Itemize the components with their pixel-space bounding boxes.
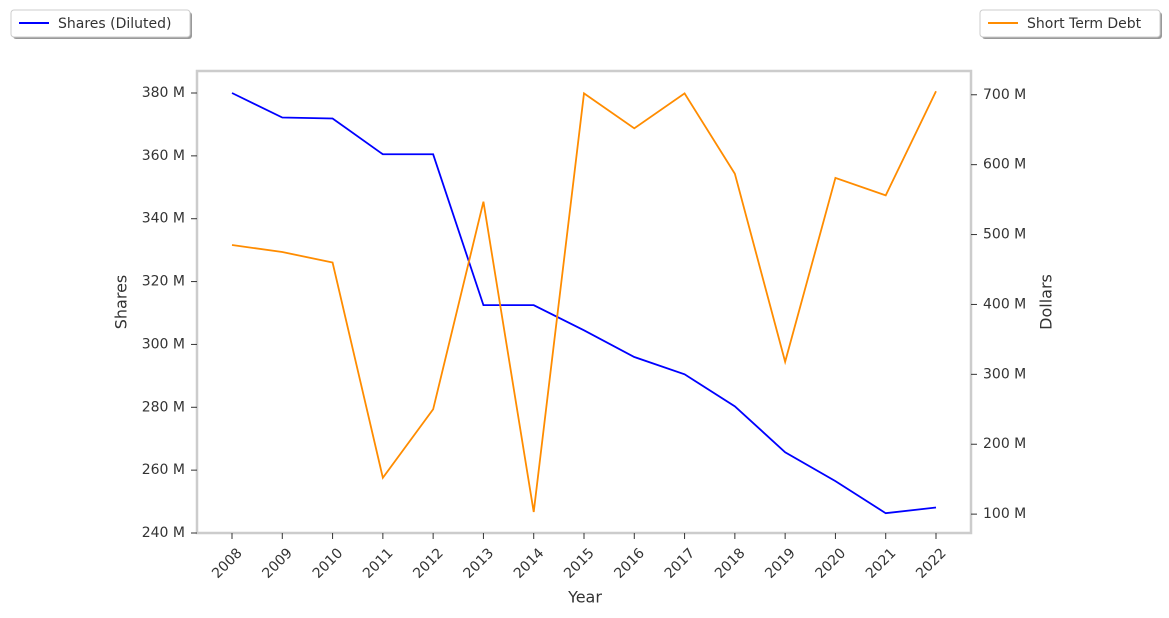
legend: Short Term Debt [979, 9, 1162, 39]
y2-tick-label: 300 M [983, 366, 1026, 382]
legend-box [10, 9, 191, 38]
x-tick-label: 2017 [662, 545, 699, 582]
y-tick-label: 360 M [142, 148, 185, 164]
y2-tick-label: 500 M [983, 227, 1026, 243]
x-tick-label: 2013 [461, 545, 498, 582]
x-tick-label: 2010 [310, 545, 347, 582]
legend-label: Short Term Debt [1027, 16, 1142, 32]
legend-box [979, 9, 1161, 38]
series-line [231, 92, 937, 515]
x-tick-label: 2008 [209, 545, 246, 582]
x-tick-label: 2020 [813, 545, 850, 582]
y2-tick-label: 100 M [983, 506, 1026, 522]
y-tick-label: 260 M [142, 462, 185, 478]
plot-frame [195, 69, 973, 535]
y2-tick-label: 400 M [983, 296, 1026, 312]
x-tick-label: 2011 [360, 545, 397, 582]
legend-label: Shares (Diluted) [58, 16, 172, 32]
y2-axis-label: Dollars [1037, 274, 1056, 330]
x-tick-label: 2018 [712, 545, 749, 582]
y2-tick-label: 700 M [983, 87, 1026, 103]
y2-tick-label: 600 M [983, 157, 1026, 173]
x-tick-label: 2022 [913, 545, 950, 582]
x-tick-label: 2014 [511, 545, 548, 582]
y-tick-label: 340 M [142, 211, 185, 227]
y-tick-label: 320 M [142, 274, 185, 290]
y-tick-label: 240 M [142, 525, 185, 541]
y2-tick-label: 200 M [983, 436, 1026, 452]
y-tick-label: 300 M [142, 336, 185, 352]
x-tick-label: 2021 [863, 545, 900, 582]
x-tick-label: 2019 [762, 545, 799, 582]
x-tick-label: 2015 [561, 545, 598, 582]
x-tick-label: 2016 [611, 545, 648, 582]
x-tick-label: 2009 [259, 545, 296, 582]
legend: Shares (Diluted) [10, 9, 192, 39]
y-axis-label: Shares [112, 275, 131, 330]
x-axis-label: Year [567, 588, 602, 607]
y-tick-label: 280 M [142, 399, 185, 415]
x-tick-label: 2012 [410, 545, 447, 582]
series-line [231, 90, 937, 513]
y-tick-label: 380 M [142, 85, 185, 101]
